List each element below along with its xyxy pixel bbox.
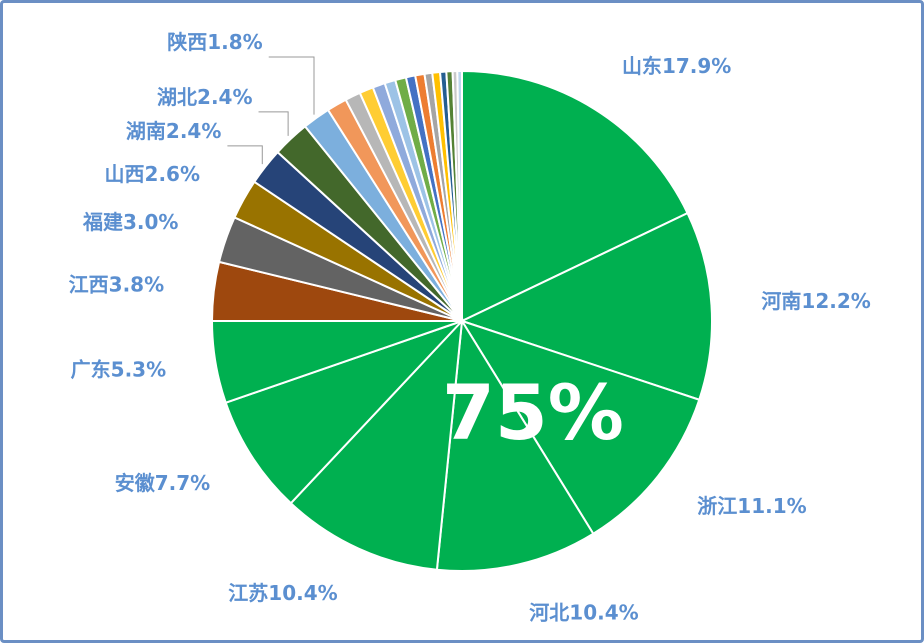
slice-label: 湖北2.4% [157,84,252,108]
value-label: 3.8% [109,272,164,296]
slice-label: 江苏10.4% [228,581,337,605]
pie-slice [461,69,689,323]
slice-label: 河北10.4% [529,600,638,624]
slice-label: 山西2.6% [105,161,200,185]
chart: 山东17.9%河南12.2%浙江11.1%河北10.4%江苏10.4%安徽7.7… [69,30,871,624]
category-name: 浙江 [697,494,737,518]
category-name: 江西 [69,272,109,296]
value-label: 5.3% [111,357,166,381]
value-label: 2.4% [197,84,252,108]
category-name: 福建 [82,209,123,233]
value-label: 10.4% [569,600,638,624]
category-name: 江苏 [228,581,268,605]
annotation: 75% [442,368,624,457]
category-name: 广东 [71,357,111,381]
slice-label: 山东17.9% [622,54,731,78]
value-label: 2.6% [145,161,200,185]
pie-slice [435,317,595,572]
value-label: 7.7% [155,471,210,495]
value-label: 3.0% [123,209,178,233]
slice-label: 广东5.3% [71,357,166,381]
leader-line [258,111,289,136]
value-label: 17.9% [662,54,731,78]
value-label: 2.4% [166,118,221,142]
leader-line [268,56,315,115]
pie-slice [459,319,701,536]
value-label: 1.8% [207,30,262,54]
slice-label: 福建3.0% [82,209,178,233]
value-label: 11.1% [737,494,806,518]
slice-label: 安徽7.7% [115,471,210,495]
slice-label: 江西3.8% [69,272,164,296]
pie-slice [456,69,463,322]
value-label: 12.2% [801,289,870,313]
value-label: 10.4% [268,581,337,605]
category-name: 湖北 [157,84,197,108]
slice-label: 陕西1.8% [167,30,262,54]
category-name: 河北 [529,600,569,624]
category-name: 山东 [622,54,662,78]
category-name: 陕西 [167,30,207,54]
slice-label: 湖南2.4% [126,118,221,142]
category-name: 安徽 [115,471,156,495]
slice-label: 浙江11.1% [697,494,806,518]
slice-label: 河南12.2% [761,289,870,313]
pie-slice [289,318,464,571]
category-name: 河南 [761,289,801,313]
pie-slice [224,320,463,505]
category-name: 山西 [105,161,145,185]
category-name: 湖南 [126,118,166,142]
pie-slice [459,211,713,402]
leader-line [227,145,263,165]
